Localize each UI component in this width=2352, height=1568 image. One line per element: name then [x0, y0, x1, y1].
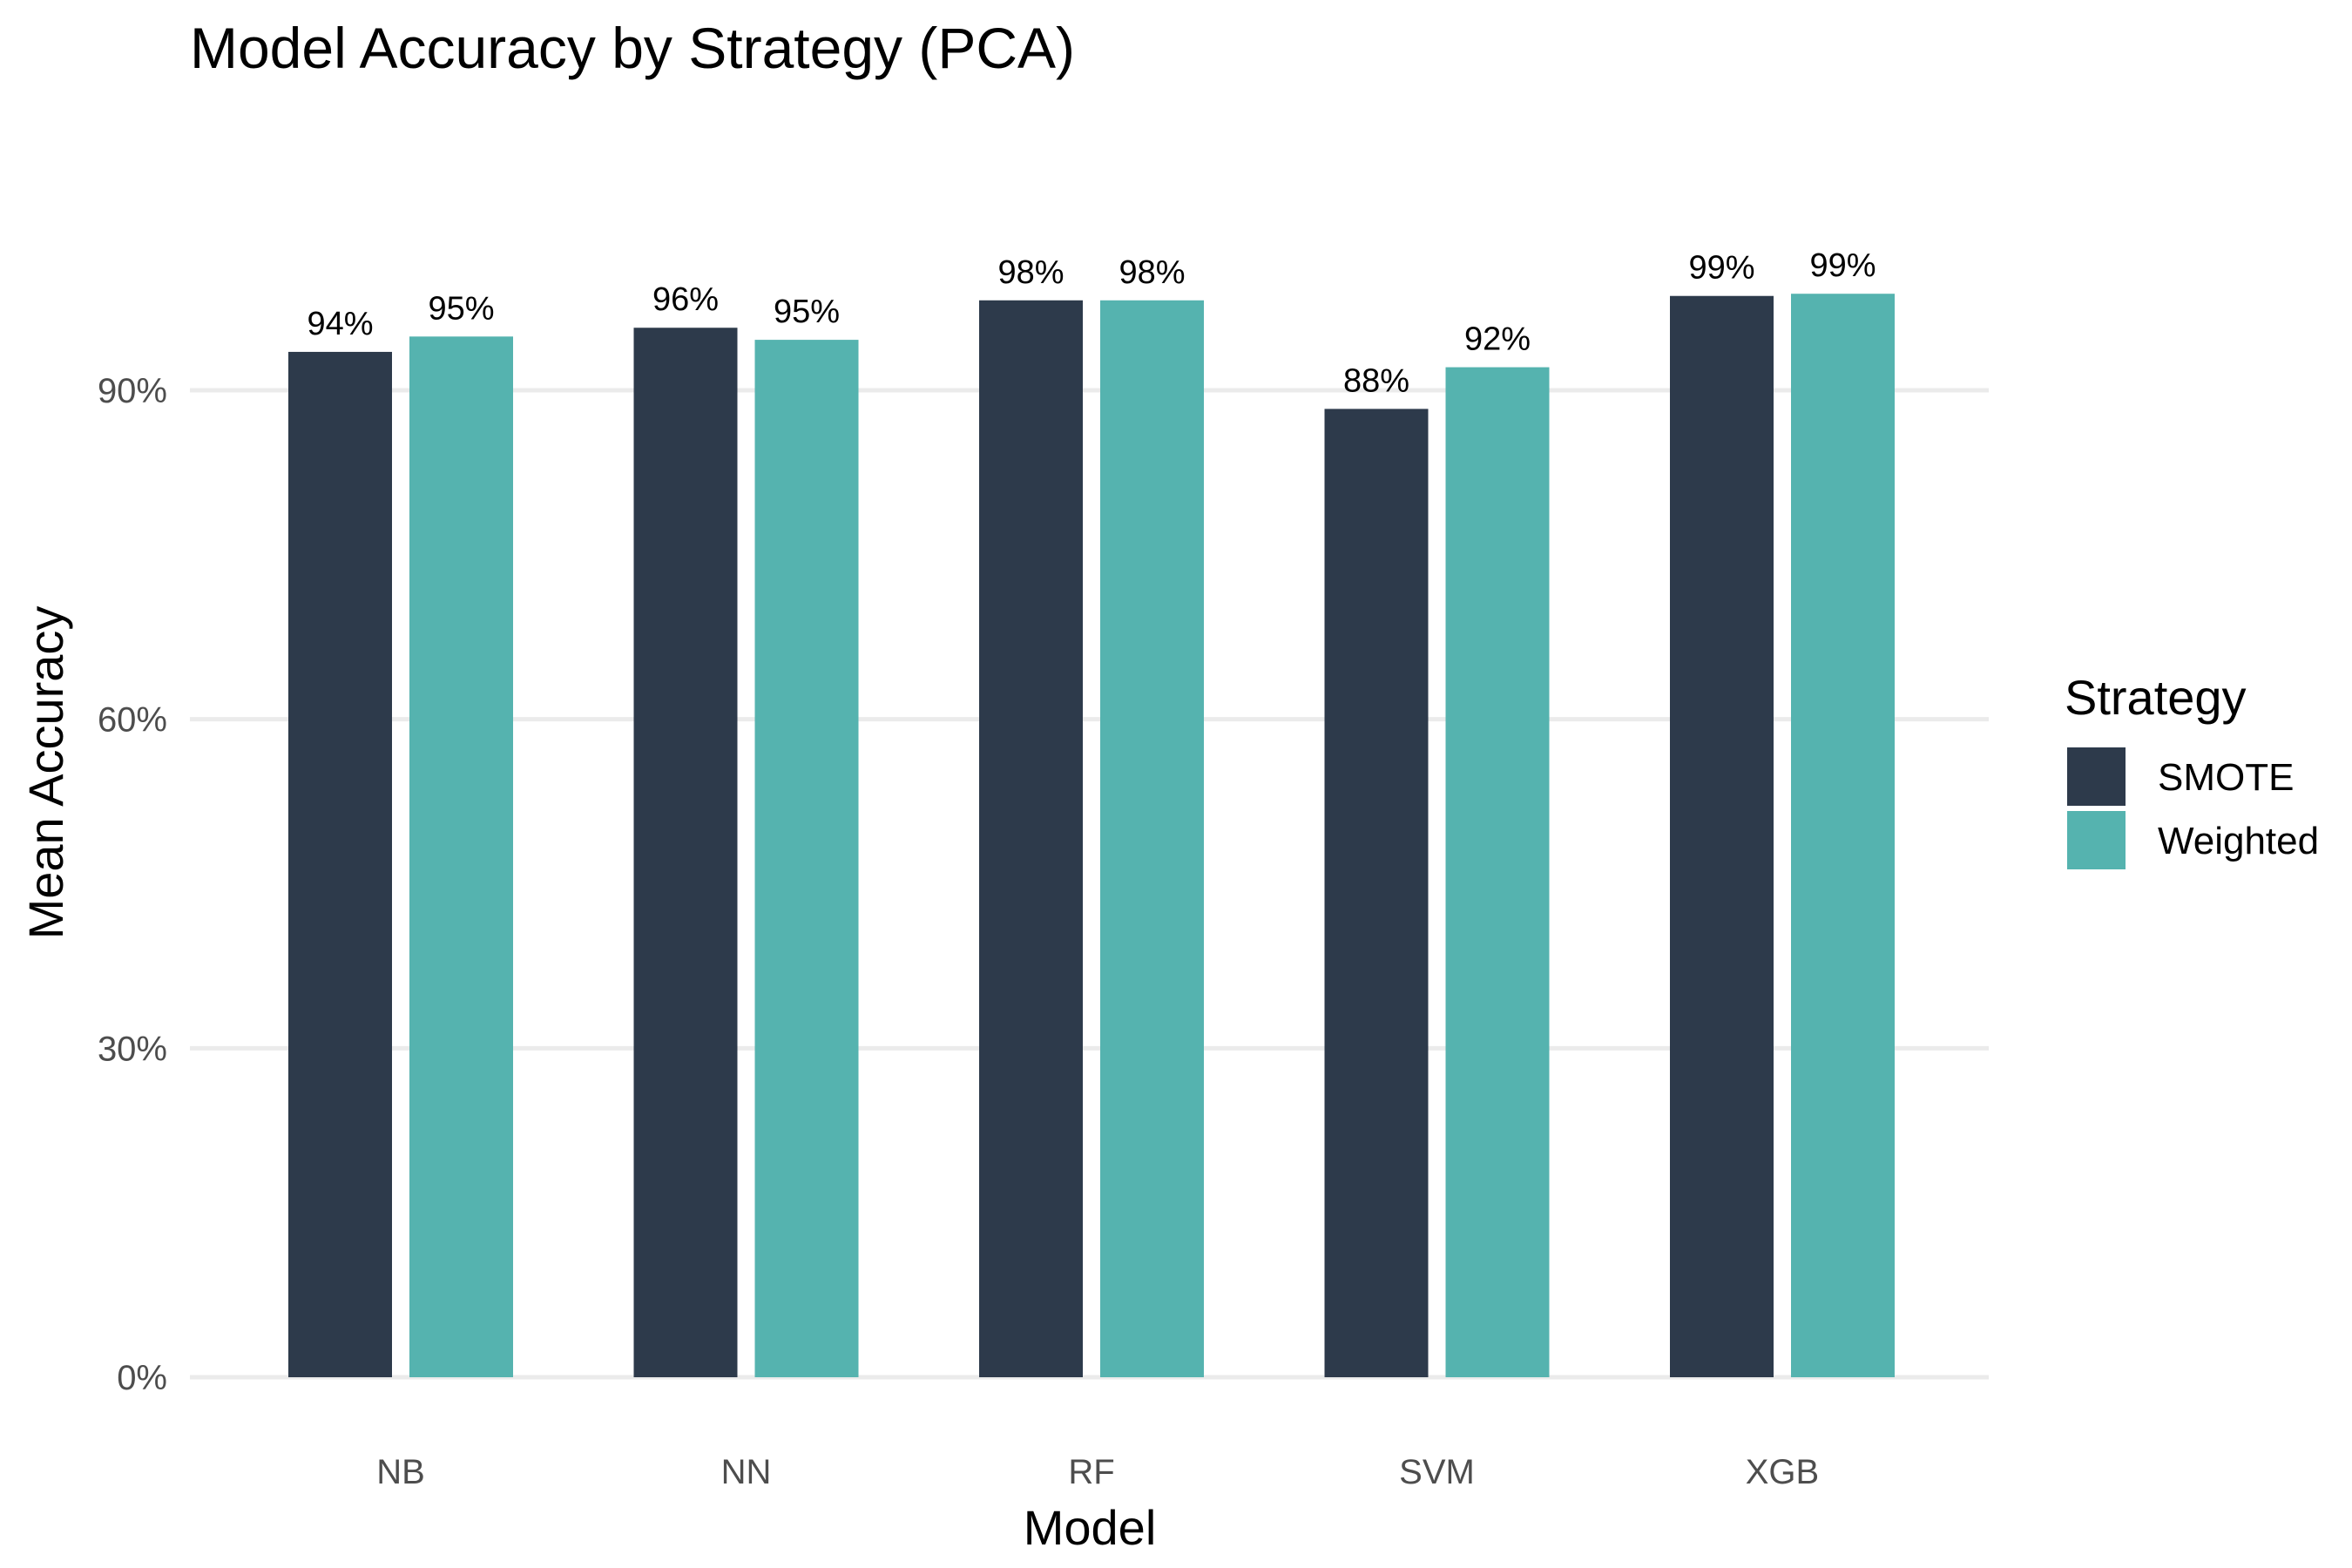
- bar-weighted-nb: [409, 336, 513, 1377]
- legend-label: SMOTE: [2158, 756, 2294, 799]
- data-label: 95%: [774, 294, 840, 330]
- data-label: 96%: [652, 281, 719, 318]
- legend-title: Strategy: [2065, 670, 2247, 725]
- legend-swatch-weighted: [2067, 811, 2126, 869]
- y-tick-label: 90%: [98, 372, 167, 410]
- data-label: 94%: [307, 306, 373, 342]
- legend: Strategy SMOTE Weighted: [2065, 670, 2319, 869]
- bar-smote-svm: [1324, 409, 1429, 1377]
- data-label: 92%: [1464, 321, 1531, 358]
- legend-label: Weighted: [2158, 820, 2319, 862]
- bar-weighted-svm: [1445, 367, 1550, 1377]
- bar-smote-xgb: [1670, 295, 1774, 1377]
- chart-title: Model Accuracy by Strategy (PCA): [190, 16, 1075, 80]
- data-label: 95%: [428, 290, 494, 327]
- x-tick-label: RF: [1068, 1453, 1114, 1491]
- y-tick-label: 60%: [98, 701, 167, 740]
- bar-smote-nn: [633, 328, 738, 1377]
- data-label: 98%: [997, 254, 1064, 291]
- y-tick-label: 30%: [98, 1030, 167, 1068]
- bar-weighted-nn: [754, 340, 859, 1378]
- data-label: 98%: [1119, 254, 1185, 291]
- data-label: 88%: [1343, 362, 1409, 399]
- x-tick-label: XGB: [1746, 1453, 1819, 1491]
- x-tick-label: NN: [721, 1453, 772, 1491]
- x-axis-ticks: NB NN RF SVM XGB: [376, 1453, 1819, 1491]
- bars: [288, 294, 1895, 1378]
- legend-swatch-smote: [2067, 747, 2126, 806]
- bar-weighted-xgb: [1791, 294, 1895, 1377]
- data-labels: 94% 95% 96% 95% 98% 98% 88% 92% 99% 99%: [307, 247, 1876, 399]
- x-tick-label: SVM: [1399, 1453, 1475, 1491]
- y-axis-title: Mean Accuracy: [18, 606, 73, 940]
- bar-smote-rf: [979, 300, 1083, 1377]
- bar-smote-nb: [288, 351, 392, 1377]
- data-label: 99%: [1809, 247, 1876, 284]
- data-label: 99%: [1688, 250, 1754, 287]
- x-axis-title: Model: [1024, 1500, 1157, 1555]
- y-tick-label: 0%: [117, 1359, 167, 1397]
- x-tick-label: NB: [376, 1453, 425, 1491]
- y-axis-ticks: 0% 30% 60% 90%: [98, 372, 167, 1397]
- bar-weighted-rf: [1100, 300, 1204, 1377]
